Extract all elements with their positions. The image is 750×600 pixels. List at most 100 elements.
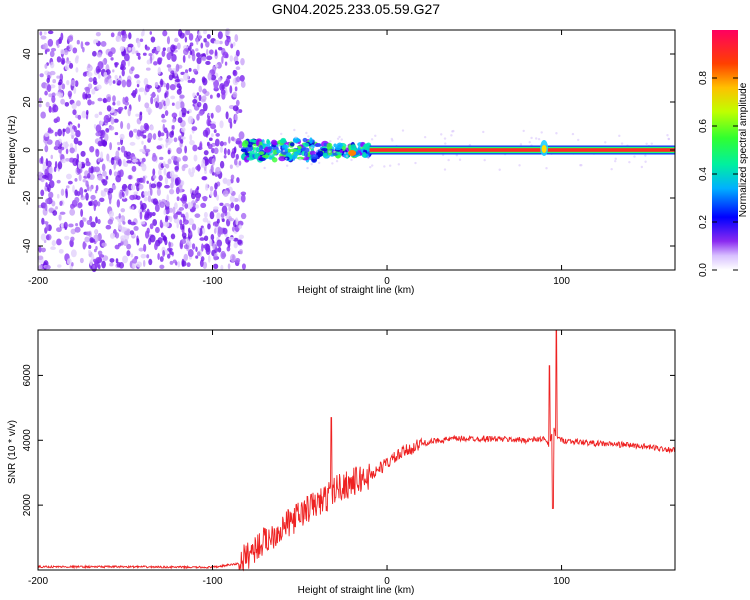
spectrogram-noise-dot [110,32,115,38]
spectrogram-halo-dot [305,131,308,135]
spectrogram-noise-dot [87,99,92,106]
spectrogram-halo-dot [633,155,636,158]
spectrogram-noise-dot [205,247,211,255]
spectrogram-band-cell [276,149,281,154]
spectrogram-dip [348,150,357,156]
spectrogram-noise-dot [138,183,144,190]
spectrogram-noise-dot [234,60,240,65]
spectrogram-noise-dot [189,140,195,146]
spectrogram-noise-dot [42,161,46,166]
spectrogram-noise-dot [67,35,74,42]
spectrogram-noise-dot [121,35,126,42]
spectrogram-noise-dot [101,139,106,147]
spectrogram-noise-dot [46,160,52,167]
spectrogram-noise-dot [211,157,215,166]
spectrogram-noise-dot [169,188,175,195]
spectrogram-noise-dot [173,137,178,143]
spectrogram-noise-dot [125,151,132,157]
spectrogram-noise-dot [56,116,61,123]
spectrogram-band-cell [249,152,253,159]
spectrogram-noise-dot [39,31,43,36]
spectrogram-noise-dot [136,83,140,88]
spectrogram-noise-dot [92,80,98,86]
spectrogram-noise-dot [196,52,201,58]
spectrogram-noise-dot [67,180,73,185]
spectrogram-band-cell [249,139,256,143]
spectrogram-noise-dot [156,188,161,197]
spectrogram-noise-dot [64,235,70,240]
spectrogram-noise-dot [69,147,75,154]
spectrogram-noise-dot [136,79,141,85]
spectrogram-noise-dot [222,190,229,197]
spectrogram-noise-dot [152,175,157,179]
spectrogram-noise-dot [182,219,189,225]
spectrogram-noise-dot [195,204,199,209]
spectrogram-noise-dot [240,191,247,196]
spectrogram-noise-dot [122,239,129,247]
spectrogram-noise-dot [44,63,48,69]
spectrogram-noise-dot [92,264,96,269]
colorbar-tick-label: 0.0 [698,263,709,277]
spectrogram-noise-dot [114,131,119,136]
spectrogram-noise-dot [160,232,164,238]
spectrogram-noise-dot [166,82,170,91]
spectrogram-noise-dot [102,170,107,177]
spectrogram-halo-dot [285,164,289,167]
spectrogram-noise-dot [230,174,235,181]
spectrogram-noise-dot [49,61,55,69]
spectrogram-noise-dot [219,146,224,153]
spectrogram-noise-dot [128,175,132,180]
spectrogram-noise-dot [159,256,164,262]
spectrogram-noise-dot [227,263,231,270]
spectrogram-noise-dot [154,81,159,88]
spectrogram-noise-dot [82,46,85,53]
spectrogram-noise-dot [151,211,156,217]
spectrogram-band-cell [242,140,249,147]
spectrogram-noise-dot [203,211,208,219]
spectrogram-noise-dot [221,253,227,258]
spectrogram-noise-dot [100,120,104,125]
spectrogram-noise-dot [219,120,224,129]
spectrogram-noise-dot [58,214,62,221]
spectrogram-halo-dot [579,164,582,167]
spectrogram-noise-dot [238,224,243,229]
spectrogram-noise-dot [87,93,92,99]
spectrogram-band-cell [314,143,322,147]
spectrogram-noise-dot [118,158,122,167]
spectrogram-noise-dot [186,110,190,114]
spectrogram-noise-dot [181,203,185,207]
spectrogram-noise-dot [148,53,153,57]
spectrogram-noise-dot [43,42,48,50]
spectrogram-noise-dot [233,119,237,124]
spectrogram-noise-dot [86,219,92,226]
spectrogram-noise-dot [85,192,89,201]
spectrogram-noise-dot [115,232,120,239]
spectrogram-noise-dot [202,176,207,180]
spectrogram-noise-dot [195,48,199,52]
spectrogram-noise-dot [54,139,61,148]
spectrogram-ytick-label: 40 [22,48,33,60]
spectrogram-noise-dot [194,213,201,218]
spectrogram-noise-dot [149,211,153,218]
spectrogram-noise-dot [101,242,107,247]
spectrogram-halo-dot [307,135,310,138]
spectrogram-halo-dot [317,161,321,165]
spectrogram-band-cell [309,137,313,144]
spectrogram-noise-dot [126,79,132,88]
spectrogram-noise-dot [161,119,167,123]
spectrogram-noise-dot [94,229,98,234]
spectrogram-noise-dot [156,94,160,103]
spectrogram-noise-dot [241,263,246,270]
spectrogram-noise-dot [215,166,221,175]
spectrogram-noise-dot [109,262,114,267]
spectrogram-halo-dot [540,131,543,134]
spectrogram-noise-dot [88,244,92,249]
spectrogram-halo-dot [315,150,319,153]
spectrogram-noise-dot [109,232,116,239]
spectrogram-noise-dot [226,37,231,43]
spectrogram-noise-dot [187,115,194,125]
spectrogram-halo-dot [282,149,286,153]
spectrogram-noise-dot [166,36,171,45]
spectrogram-noise-dot [97,219,101,225]
spectrogram-noise-dot [140,163,146,167]
